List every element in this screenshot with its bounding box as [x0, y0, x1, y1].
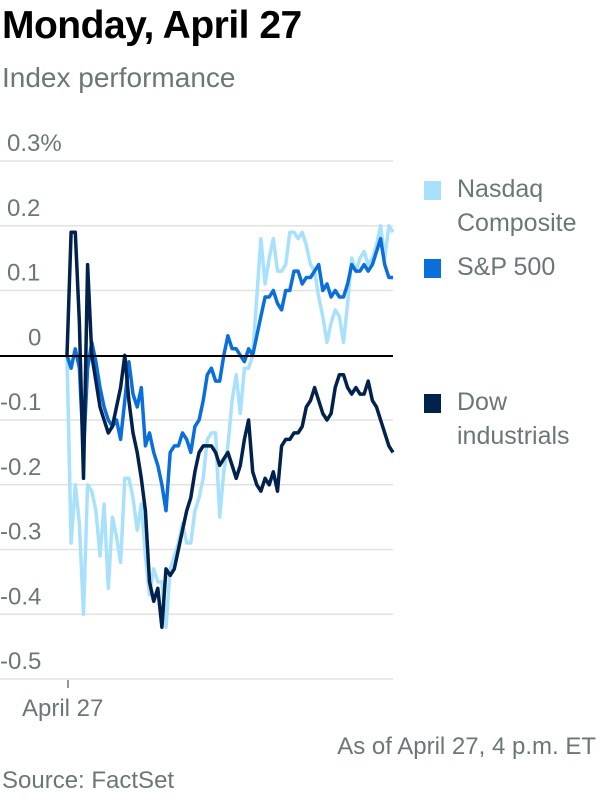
legend-swatch-nasdaq [424, 181, 441, 200]
y-tick-label: -0.1 [0, 389, 41, 416]
series-line-nasdaq-composite [65, 224, 395, 629]
y-tick-label: 0 [28, 324, 41, 351]
series-lines [65, 224, 395, 629]
y-tick-label: -0.3 [0, 519, 41, 546]
legend-label-nasdaq-line2: Composite [457, 209, 577, 237]
y-tick-label: 0.2 [7, 195, 40, 222]
series-line-s-p-500 [65, 236, 393, 513]
legend-label-dow-line1: Dow [457, 388, 508, 416]
chart-title: Monday, April 27 [2, 4, 302, 47]
y-tick-label: -0.5 [0, 648, 41, 675]
legend-swatch-sp500 [424, 259, 441, 278]
y-tick-label: 0.1 [7, 260, 40, 287]
legend-label-sp500: S&P 500 [457, 253, 556, 281]
chart-subtitle: Index performance [2, 62, 236, 93]
legend-label-nasdaq-line1: Nasdaq [457, 175, 544, 203]
legend-swatch-dow [424, 394, 441, 413]
legend-label-dow-line2: industrials [457, 422, 570, 450]
source-note: Source: FactSet [2, 767, 175, 794]
y-tick-label: 0.3% [7, 130, 62, 157]
x-tick-label: April 27 [22, 695, 104, 722]
timestamp-note: As of April 27, 4 p.m. ET [337, 733, 596, 760]
y-tick-label: -0.2 [0, 454, 41, 481]
series-line-dow-industrials [65, 230, 395, 629]
y-tick-label: -0.4 [0, 583, 41, 610]
gridlines [0, 160, 393, 680]
y-tick-labels: 0.3% 0.2 0.1 0 -0.1 -0.2 -0.3 -0.4 -0.5 [0, 130, 62, 675]
